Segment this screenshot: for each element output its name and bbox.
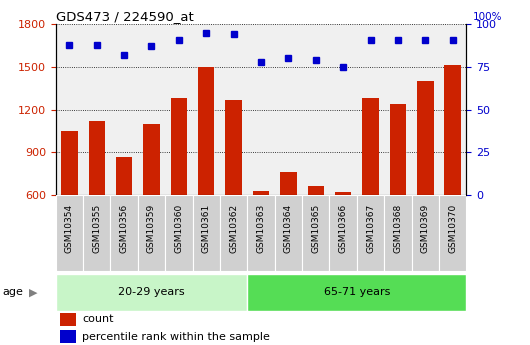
Bar [192, 195, 220, 271]
Bar [116, 157, 132, 280]
Bar [171, 98, 187, 280]
Text: GSM10356: GSM10356 [120, 204, 129, 253]
Bar [439, 195, 466, 271]
Bar [445, 66, 461, 280]
Bar [307, 186, 324, 280]
Bar [138, 195, 165, 271]
Text: GSM10359: GSM10359 [147, 204, 156, 253]
Bar [83, 195, 110, 271]
Text: 20-29 years: 20-29 years [118, 287, 185, 297]
Bar [390, 104, 406, 280]
Bar [275, 195, 302, 271]
Text: 65-71 years: 65-71 years [324, 287, 390, 297]
Text: GSM10355: GSM10355 [92, 204, 101, 253]
Text: GSM10365: GSM10365 [311, 204, 320, 253]
Text: GSM10360: GSM10360 [174, 204, 183, 253]
Text: GSM10369: GSM10369 [421, 204, 430, 253]
Text: GSM10363: GSM10363 [257, 204, 266, 253]
Text: GSM10366: GSM10366 [339, 204, 348, 253]
Text: ▶: ▶ [29, 287, 38, 297]
Bar [330, 195, 357, 271]
Bar [60, 330, 76, 343]
Text: GSM10354: GSM10354 [65, 204, 74, 253]
Bar [280, 172, 297, 280]
Bar [143, 124, 160, 280]
Bar [335, 192, 351, 280]
Text: percentile rank within the sample: percentile rank within the sample [82, 332, 270, 342]
Text: 100%: 100% [473, 12, 502, 22]
Text: age: age [3, 287, 23, 297]
Text: GSM10368: GSM10368 [393, 204, 402, 253]
Bar [384, 195, 412, 271]
Bar [110, 195, 138, 271]
Text: GDS473 / 224590_at: GDS473 / 224590_at [56, 10, 193, 23]
Text: GSM10362: GSM10362 [229, 204, 238, 253]
Bar [302, 195, 330, 271]
Text: count: count [82, 315, 114, 324]
Bar [417, 81, 434, 280]
Bar [198, 67, 215, 280]
Text: GSM10370: GSM10370 [448, 204, 457, 253]
Bar [357, 195, 384, 271]
Text: GSM10367: GSM10367 [366, 204, 375, 253]
Bar [248, 195, 275, 271]
Text: GSM10361: GSM10361 [202, 204, 211, 253]
Bar [363, 98, 379, 280]
Bar [225, 100, 242, 280]
Bar [61, 131, 77, 280]
Bar [253, 191, 269, 280]
Bar [60, 313, 76, 326]
Bar [248, 274, 466, 310]
Bar [412, 195, 439, 271]
Bar [56, 195, 83, 271]
Bar [165, 195, 192, 271]
Bar [89, 121, 105, 280]
Text: GSM10364: GSM10364 [284, 204, 293, 253]
Bar [56, 274, 248, 310]
Bar [220, 195, 248, 271]
